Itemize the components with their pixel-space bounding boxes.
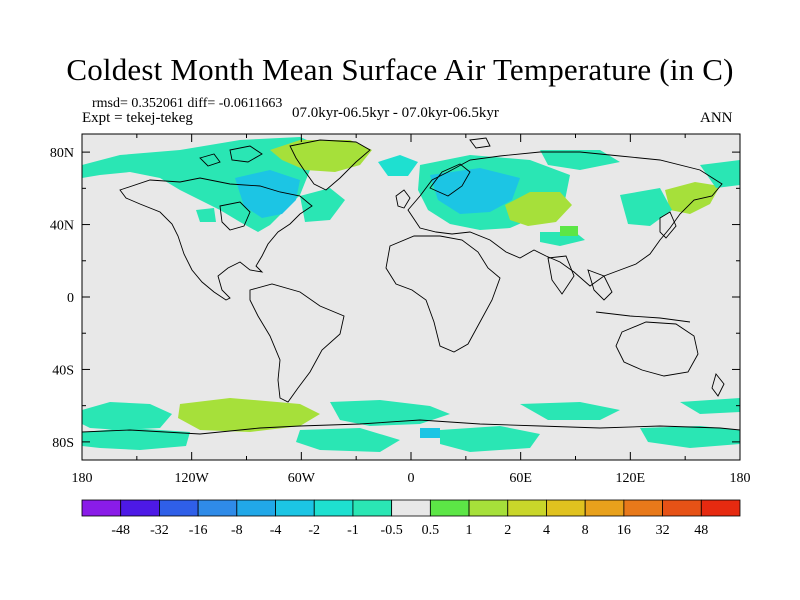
colorbar-box bbox=[429, 499, 470, 517]
experiment-text: Expt = tekej-tekeg bbox=[82, 110, 193, 126]
lon-label: 120W bbox=[175, 471, 210, 486]
coastline-greenland bbox=[289, 139, 371, 191]
colorbar-label: -4 bbox=[270, 523, 282, 538]
anomaly-patch-antarctica-east bbox=[440, 426, 540, 452]
colorbar-label: 2 bbox=[504, 523, 511, 538]
colorbar-label: 1 bbox=[466, 523, 473, 538]
lon-label: 180 bbox=[730, 471, 751, 486]
coastline-scandinavia bbox=[429, 163, 471, 197]
coastline-indonesia bbox=[595, 311, 691, 323]
coastline-uk bbox=[395, 189, 411, 209]
axis-ticks bbox=[81, 134, 741, 460]
anomaly-patch-southern-ocean-east bbox=[680, 398, 740, 414]
anomaly-patch-southern-ocean-atlantic bbox=[330, 400, 450, 426]
coastline-se-asia bbox=[587, 269, 613, 301]
coastlines bbox=[82, 137, 740, 435]
colorbar-label: 16 bbox=[617, 523, 631, 538]
colorbar-label: 4 bbox=[543, 523, 550, 538]
colorbar-box bbox=[159, 499, 199, 517]
anomaly-patch-nw-atlantic bbox=[300, 188, 345, 222]
colorbar-box bbox=[236, 499, 276, 517]
colorbar-box bbox=[391, 499, 431, 517]
map-title: Coldest Month Mean Surface Air Temperatu… bbox=[66, 52, 734, 87]
lon-label: 0 bbox=[408, 471, 415, 486]
anomaly-patch-antarctica-west bbox=[82, 428, 190, 450]
anomaly-patch-kamchatka bbox=[665, 182, 720, 214]
stats-text: rmsd= 0.352061 diff= -0.0611663 bbox=[92, 96, 283, 111]
colorbar-box bbox=[507, 499, 547, 517]
coastline-south-america bbox=[249, 283, 345, 403]
anomaly-patch-pacific-nw bbox=[700, 160, 740, 188]
colorbar-label: -32 bbox=[150, 523, 169, 538]
coastline-hudson-bay bbox=[219, 201, 251, 231]
coastline-africa bbox=[385, 235, 501, 353]
coastline-antarctica bbox=[82, 419, 740, 435]
season-text: ANN bbox=[700, 110, 733, 126]
anomaly-patch-caspian bbox=[560, 226, 578, 236]
colorbar-box bbox=[623, 499, 663, 517]
colorbar-label: -16 bbox=[189, 523, 208, 538]
colorbar-label: 8 bbox=[582, 523, 589, 538]
colorbar-box bbox=[197, 499, 238, 517]
anomaly-patch-south-atlantic bbox=[420, 428, 440, 438]
anomaly-patch-greenland bbox=[270, 140, 372, 172]
lat-label: 40N bbox=[50, 219, 74, 234]
coastline-india bbox=[547, 255, 575, 295]
anomaly-patch-southern-ocean-indian bbox=[520, 402, 620, 420]
lon-label: 60W bbox=[288, 471, 316, 486]
latitude-labels: 80N 40N 0 40S 80S bbox=[50, 146, 74, 451]
coastline-arctic-islands bbox=[199, 137, 491, 167]
colorbar-label: 32 bbox=[656, 523, 670, 538]
colorbar-label: -2 bbox=[308, 523, 320, 538]
colorbar-box bbox=[700, 499, 741, 517]
colorbar-box bbox=[120, 499, 160, 517]
lon-label: 120E bbox=[616, 471, 646, 486]
lat-label: 40S bbox=[52, 363, 74, 378]
lat-label: 80N bbox=[50, 146, 74, 161]
coastline-north-america bbox=[119, 177, 313, 301]
colorbar bbox=[81, 499, 741, 517]
anomaly-patches bbox=[82, 137, 740, 452]
coastline-australia bbox=[615, 321, 699, 377]
anomaly-patch-hudson bbox=[196, 208, 216, 222]
anomaly-patch-iceland bbox=[378, 155, 418, 176]
colorbar-label: 0.5 bbox=[422, 523, 440, 538]
colorbar-box bbox=[546, 499, 586, 517]
lon-label: 60E bbox=[509, 471, 532, 486]
colorbar-box bbox=[352, 499, 393, 517]
colorbar-box bbox=[81, 499, 122, 517]
anomaly-patch-central-asia bbox=[505, 192, 572, 226]
anomaly-patch-east-asia bbox=[620, 188, 672, 226]
lat-label: 0 bbox=[67, 291, 74, 306]
anomaly-patch-southern-ocean-pacific bbox=[178, 398, 320, 432]
colorbar-label: -8 bbox=[231, 523, 243, 538]
anomaly-patch-southern-ocean-west bbox=[82, 402, 172, 430]
colorbar-box bbox=[313, 499, 354, 517]
colorbar-label: -1 bbox=[347, 523, 359, 538]
anomaly-patch-antarctica-central bbox=[296, 428, 400, 452]
period-text: 07.0kyr-06.5kyr - 07.0kyr-06.5kyr bbox=[292, 105, 499, 121]
colorbar-label: 48 bbox=[694, 523, 708, 538]
lon-label: 180 bbox=[72, 471, 93, 486]
colorbar-label: -0.5 bbox=[381, 523, 403, 538]
coastline-japan bbox=[659, 211, 677, 239]
colorbar-box bbox=[662, 499, 702, 517]
colorbar-label: -48 bbox=[111, 523, 130, 538]
coastline-eurasia bbox=[407, 151, 723, 287]
colorbar-labels: -48 -32 -16 -8 -4 -2 -1 -0.5 0.5 1 2 4 8 16 32 48 bbox=[111, 523, 708, 538]
colorbar-box bbox=[468, 499, 509, 517]
lat-label: 80S bbox=[52, 436, 74, 451]
coastline-new-zealand bbox=[711, 373, 725, 397]
anomaly-patch-antarctica-far-east bbox=[640, 426, 740, 448]
longitude-labels: 180 120W 60W 0 60E 120E 180 bbox=[72, 471, 751, 486]
anomaly-patch-canada-blue bbox=[235, 170, 300, 218]
anomaly-patch-siberia bbox=[540, 150, 620, 170]
colorbar-box bbox=[584, 499, 625, 517]
colorbar-box bbox=[275, 499, 315, 517]
anomaly-patch-europe-blue bbox=[430, 168, 520, 214]
